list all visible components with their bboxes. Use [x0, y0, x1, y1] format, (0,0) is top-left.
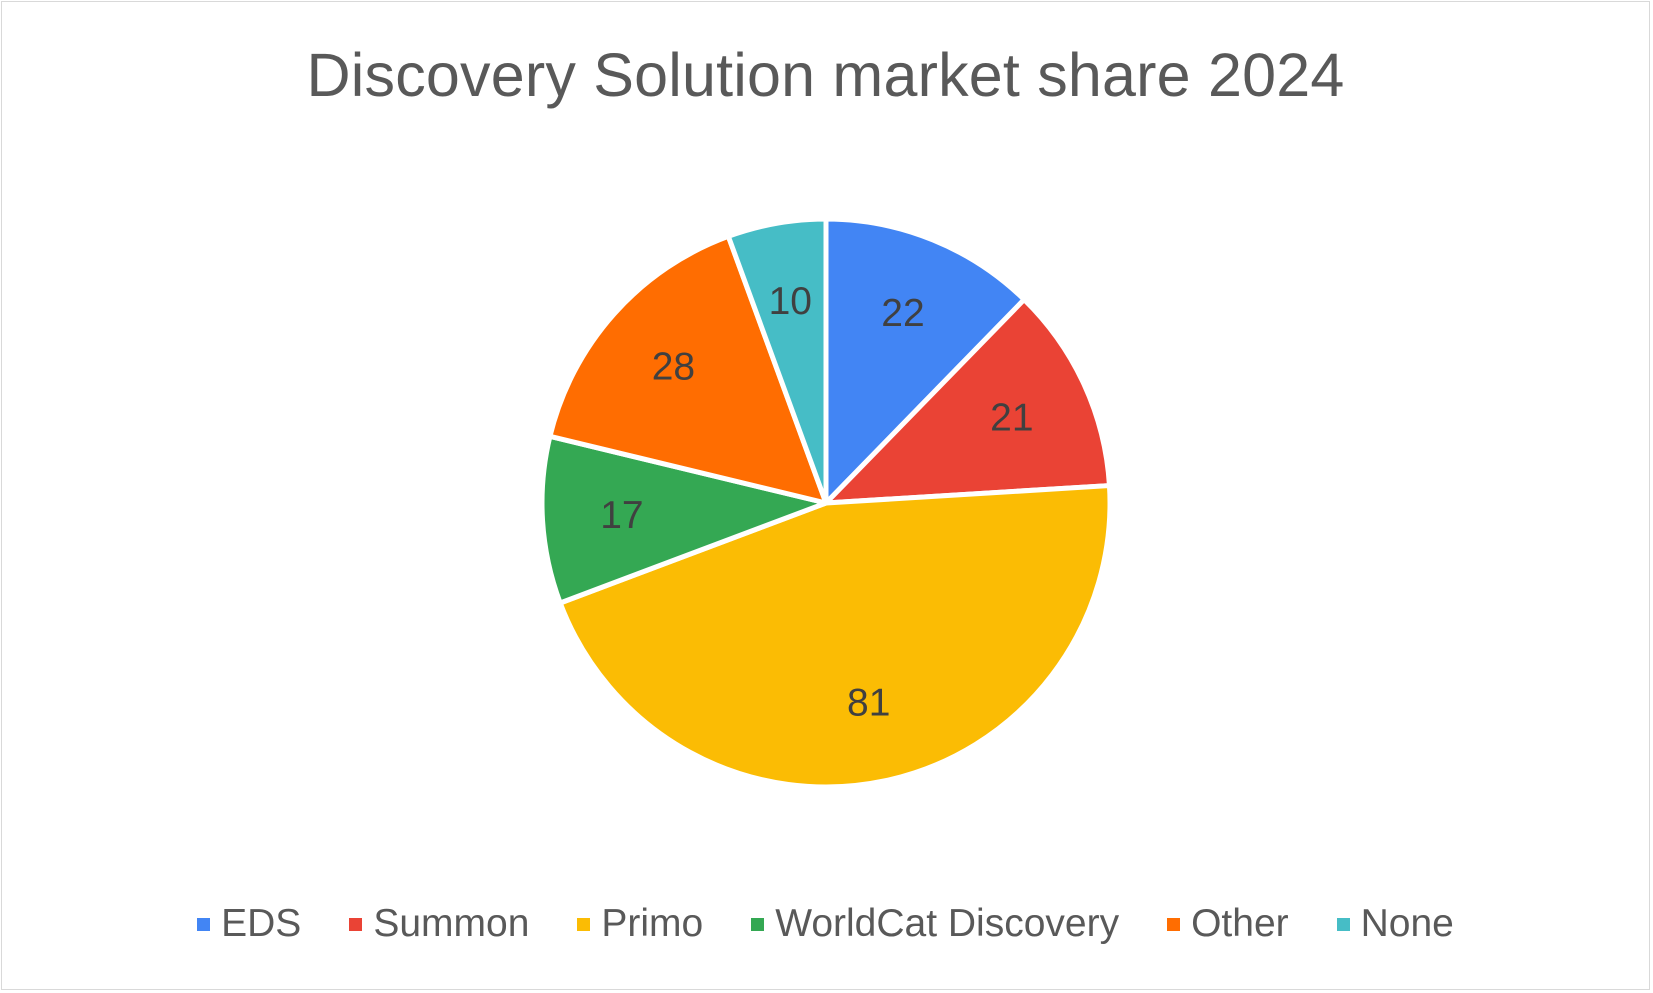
- data-label-primo: 81: [847, 681, 890, 724]
- legend-swatch: [349, 918, 362, 931]
- legend-label: Summon: [373, 902, 529, 946]
- legend-swatch: [197, 918, 210, 931]
- legend-item-worldcat-discovery: WorldCat Discovery: [751, 902, 1119, 946]
- data-label-eds: 22: [881, 292, 924, 335]
- data-label-none: 10: [769, 280, 812, 323]
- legend-label: Other: [1191, 902, 1289, 946]
- legend-item-summon: Summon: [349, 902, 529, 946]
- chart-legend: EDS Summon Primo WorldCat Discovery Other Non…: [2, 902, 1649, 946]
- legend-item-primo: Primo: [577, 902, 703, 946]
- data-label-summon: 21: [990, 396, 1033, 439]
- legend-swatch: [1337, 918, 1350, 931]
- legend-item-other: Other: [1167, 902, 1289, 946]
- legend-label: Primo: [601, 902, 703, 946]
- legend-swatch: [751, 918, 764, 931]
- legend-item-none: None: [1337, 902, 1454, 946]
- legend-item-eds: EDS: [197, 902, 301, 946]
- legend-label: None: [1361, 902, 1454, 946]
- legend-label: WorldCat Discovery: [775, 902, 1119, 946]
- legend-swatch: [577, 918, 590, 931]
- data-label-other: 28: [652, 345, 695, 388]
- data-label-worldcat-discovery: 17: [600, 494, 643, 537]
- legend-swatch: [1167, 918, 1180, 931]
- legend-label: EDS: [221, 902, 301, 946]
